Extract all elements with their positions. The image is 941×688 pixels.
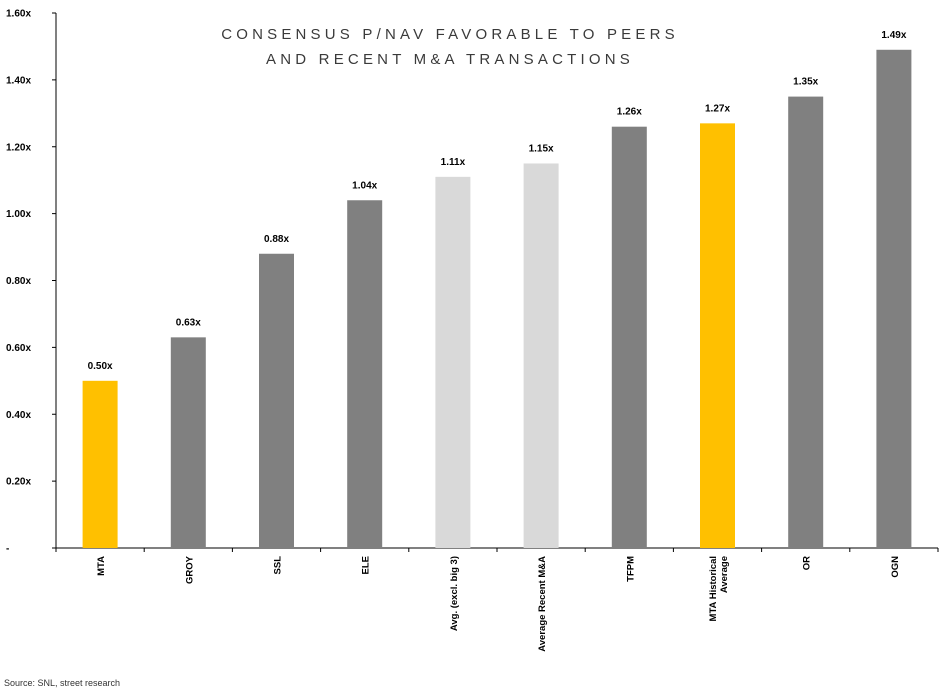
data-label: 1.04x [352, 180, 377, 191]
data-label: 1.27x [705, 103, 730, 114]
x-tick-label: OR [802, 556, 813, 570]
bar [170, 337, 206, 548]
bar [347, 200, 383, 548]
x-tick-label: Avg. (excl. big 3) [449, 556, 460, 631]
chart-title-line: CONSENSUS P/NAV FAVORABLE TO PEERS [221, 26, 679, 43]
data-label: 1.15x [529, 143, 554, 154]
y-tick-label: 1.40x [6, 75, 31, 86]
data-label: 0.63x [176, 317, 201, 328]
bar [876, 49, 912, 548]
data-label: 0.50x [88, 361, 113, 372]
bar [611, 126, 647, 548]
x-tick-label: Average [719, 556, 730, 593]
x-tick-label: TFPM [625, 556, 636, 582]
chart-title: CONSENSUS P/NAV FAVORABLE TO PEERS AND RE… [221, 26, 679, 68]
y-tick-label: - [6, 544, 9, 555]
y-tick-label: 1.60x [6, 9, 31, 20]
x-axis: MTA GROY SSL ELE Avg. (excl. big 3) Average R… [55, 547, 939, 652]
x-tick-label: MTA [96, 556, 107, 576]
y-tick-label: 0.40x [6, 410, 31, 421]
bar [788, 96, 824, 548]
source-note: Source: SNL, street research [4, 678, 121, 688]
x-tick-label: Average Recent M&A [537, 556, 548, 652]
bar [82, 380, 118, 548]
chart-title-line: AND RECENT M&A TRANSACTIONS [266, 51, 634, 68]
bar [700, 123, 735, 548]
y-tick-label: 0.60x [6, 343, 31, 354]
data-label: 1.11x [441, 157, 466, 168]
x-tick-label: GROY [184, 555, 195, 584]
x-tick-label: OGN [890, 556, 901, 578]
bars [82, 49, 912, 548]
x-tick-label: ELE [361, 556, 372, 574]
y-tick-label: 0.20x [6, 477, 31, 488]
y-axis: - 0.20x 0.40x 0.60x 0.80x 1.00x 1.20x 1.40x 1.60… [6, 9, 57, 555]
data-labels: 0.50x 0.63x 0.88x 1.04x 1.11x 1.15x 1.26x 1.27x… [88, 30, 907, 372]
data-label: 1.49x [881, 30, 906, 41]
bar [435, 176, 471, 548]
data-label: 1.26x [617, 107, 642, 118]
y-tick-label: 1.00x [6, 209, 31, 220]
bar [259, 253, 294, 548]
data-label: 0.88x [264, 234, 289, 245]
x-tick-label: MTA Historical [708, 556, 719, 621]
bar [523, 163, 559, 548]
data-label: 1.35x [793, 77, 818, 88]
y-tick-label: 0.80x [6, 276, 31, 287]
y-tick-label: 1.20x [6, 142, 31, 153]
x-tick-label: SSL [273, 556, 284, 575]
